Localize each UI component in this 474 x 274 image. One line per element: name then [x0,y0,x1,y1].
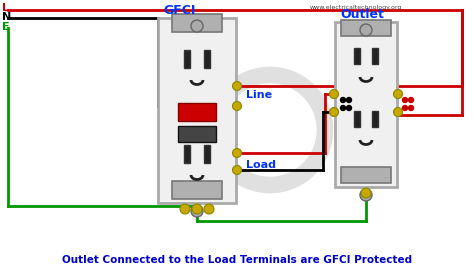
Circle shape [180,204,190,214]
Bar [372,48,378,64]
Circle shape [192,204,202,214]
Circle shape [360,189,372,201]
Circle shape [393,90,402,98]
Bar [354,111,360,127]
Circle shape [402,105,408,110]
Text: Outlet: Outlet [340,8,384,21]
Bar [335,22,397,187]
Circle shape [329,90,338,98]
Bar [178,103,216,121]
Circle shape [346,105,352,110]
Circle shape [340,105,346,110]
Bar [178,126,216,142]
Circle shape [233,149,241,158]
Text: Line: Line [246,90,272,100]
Text: www.electricaltechnology.org: www.electricaltechnology.org [310,5,402,10]
Circle shape [360,24,372,36]
Bar [172,14,222,32]
Circle shape [191,205,203,217]
Text: Outlet Connected to the Load Terminals are GFCI Protected: Outlet Connected to the Load Terminals a… [62,255,412,265]
Circle shape [402,98,408,102]
Circle shape [340,98,346,102]
Bar [354,48,360,64]
Circle shape [393,107,402,116]
Circle shape [346,98,352,102]
Text: N: N [2,12,11,22]
Text: GFCI: GFCI [163,4,195,17]
Circle shape [233,165,241,175]
Circle shape [233,81,241,90]
Circle shape [204,204,214,214]
Bar [341,167,391,183]
Text: Load: Load [246,160,276,170]
Bar [372,111,378,127]
Bar [204,50,210,68]
Bar [172,181,222,199]
Bar [204,145,210,163]
Circle shape [233,101,241,110]
Text: E: E [2,22,9,32]
Bar [341,20,391,36]
Circle shape [329,107,338,116]
Bar [158,18,236,203]
Text: L: L [2,3,9,13]
Circle shape [409,98,413,102]
Bar [184,145,190,163]
Circle shape [409,105,413,110]
Circle shape [191,20,203,32]
Bar [184,50,190,68]
Circle shape [361,188,371,198]
